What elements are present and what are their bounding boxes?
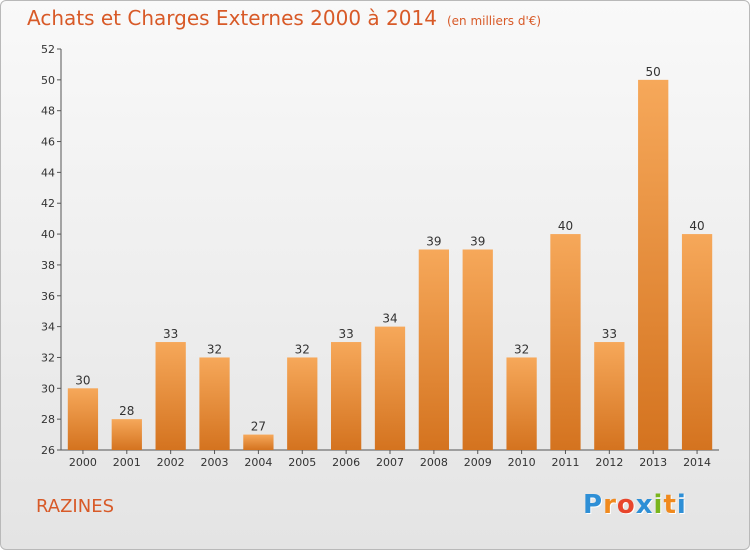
y-tick-label: 30 — [41, 382, 55, 395]
y-tick-label: 48 — [41, 105, 55, 118]
bar — [67, 388, 99, 450]
bar-value-label: 33 — [602, 327, 617, 341]
y-tick-label: 50 — [41, 74, 55, 87]
bar — [243, 434, 274, 450]
bar-value-label: 34 — [382, 312, 397, 326]
bar — [287, 357, 318, 450]
bar — [638, 79, 669, 450]
y-tick-label: 28 — [41, 413, 55, 426]
x-tick-label: 2005 — [288, 456, 316, 469]
bar — [550, 234, 581, 450]
bar-value-label: 40 — [558, 219, 573, 233]
bar — [374, 326, 406, 450]
y-tick-label: 34 — [41, 321, 55, 334]
x-tick-label: 2011 — [551, 456, 579, 469]
logo-letter: r — [603, 490, 617, 520]
bar-value-label: 27 — [251, 420, 266, 434]
x-tick-label: 2010 — [508, 456, 536, 469]
bar — [462, 249, 493, 450]
x-tick-label: 2002 — [157, 456, 185, 469]
bar-value-label: 28 — [119, 404, 134, 418]
bar — [594, 342, 625, 450]
bar-value-label: 32 — [207, 342, 222, 356]
y-tick-label: 42 — [41, 197, 55, 210]
title-unit: (en milliers d'€) — [446, 14, 542, 28]
x-tick-label: 2012 — [595, 456, 623, 469]
x-tick-label: 2008 — [420, 456, 448, 469]
logo-letter: P — [583, 490, 604, 520]
bar-value-label: 32 — [514, 342, 529, 356]
logo-letter: o — [616, 490, 636, 520]
bar — [330, 342, 362, 450]
x-tick-label: 2003 — [201, 456, 229, 469]
y-tick-label: 46 — [41, 136, 55, 149]
bar — [506, 357, 537, 450]
x-tick-label: 2009 — [464, 456, 492, 469]
bar-value-label: 50 — [646, 65, 661, 79]
x-tick-label: 2006 — [332, 456, 360, 469]
logo-letter: x — [635, 490, 654, 520]
bar-value-label: 39 — [426, 235, 441, 249]
bar — [418, 249, 450, 450]
bar-value-label: 32 — [295, 342, 310, 356]
commune-name: RAZINES — [36, 496, 114, 517]
data-labels: 30 28 33 32 27 32 33 34 39 39 32 40 33 50 40 — [75, 65, 704, 434]
y-tick-label: 26 — [41, 444, 55, 457]
y-tick-label: 52 — [41, 43, 55, 56]
logo-letter: i — [653, 490, 664, 520]
y-tick-label: 32 — [41, 351, 55, 364]
logo-letter: i — [676, 490, 687, 520]
x-tick-label: 2014 — [683, 456, 711, 469]
y-tick-label: 38 — [41, 259, 55, 272]
chart-title: Achats et Charges Externes 2000 à 2014 (e… — [27, 6, 541, 30]
proxiti-logo: Proxiti — [583, 490, 687, 520]
y-tick-label: 44 — [41, 166, 55, 179]
x-tick-label: 2007 — [376, 456, 404, 469]
logo-letter: t — [663, 490, 677, 520]
x-tick-label: 2004 — [244, 456, 272, 469]
bars — [67, 79, 713, 450]
bar-value-label: 33 — [338, 327, 353, 341]
y-tick-label: 40 — [41, 228, 55, 241]
bar-value-label: 30 — [75, 373, 90, 387]
y-tick-label: 36 — [41, 290, 55, 303]
bar — [199, 357, 230, 450]
x-tick-label: 2001 — [113, 456, 141, 469]
bar-value-label: 40 — [689, 219, 704, 233]
title-text: Achats et Charges Externes 2000 à 2014 — [27, 6, 437, 30]
bar-value-label: 39 — [470, 235, 485, 249]
bar — [155, 342, 186, 450]
bar-value-label: 33 — [163, 327, 178, 341]
bar — [111, 419, 142, 450]
bar — [681, 234, 713, 450]
x-tick-label: 2013 — [639, 456, 667, 469]
x-tick-label: 2000 — [69, 456, 97, 469]
